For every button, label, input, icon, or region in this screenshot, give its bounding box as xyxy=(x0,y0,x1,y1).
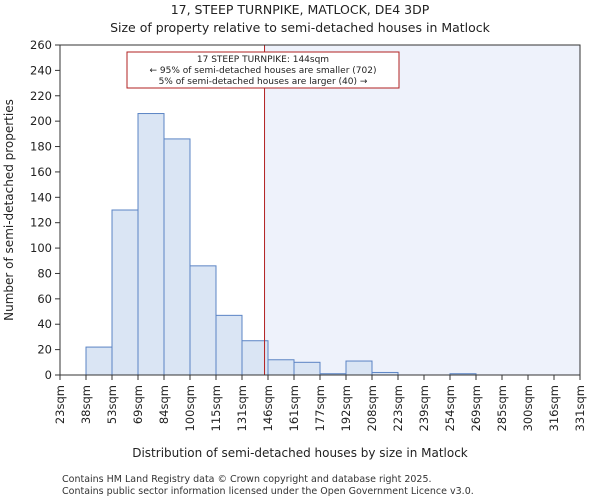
annotation-line-3: 5% of semi-detached houses are larger (4… xyxy=(159,77,368,87)
x-tick-label: 84sqm xyxy=(157,385,171,424)
x-tick-label: 285sqm xyxy=(495,385,509,431)
x-tick-label: 177sqm xyxy=(313,385,327,431)
y-axis-label: Number of semi-detached properties xyxy=(2,99,16,321)
y-tick-label: 0 xyxy=(45,368,52,382)
x-tick-label: 23sqm xyxy=(53,385,67,424)
bar-100sqm xyxy=(189,265,217,376)
x-tick-label: 192sqm xyxy=(339,385,353,431)
chart-title: 17, STEEP TURNPIKE, MATLOCK, DE4 3DP xyxy=(171,2,430,17)
x-tick-label: 38sqm xyxy=(79,385,93,424)
x-tick-label: 316sqm xyxy=(547,385,561,431)
marker-annotation: 17 STEEP TURNPIKE: 144sqm ← 95% of semi-… xyxy=(126,51,400,89)
bar-115sqm xyxy=(215,314,243,376)
bar-161sqm xyxy=(293,361,321,376)
y-tick-label: 80 xyxy=(37,266,52,280)
y-tick-label: 160 xyxy=(30,165,52,179)
bar-69sqm xyxy=(137,113,165,376)
y-tick-label: 100 xyxy=(30,241,52,255)
y-tick-label: 140 xyxy=(30,190,52,204)
x-tick-label: 146sqm xyxy=(261,385,275,431)
annotation-line-2: ← 95% of semi-detached houses are smalle… xyxy=(150,66,377,76)
x-tick-label: 115sqm xyxy=(209,385,223,431)
x-tick-label: 131sqm xyxy=(235,385,249,431)
y-tick-label: 20 xyxy=(37,343,52,357)
y-tick-label: 260 xyxy=(30,38,52,52)
y-tick-label: 220 xyxy=(30,89,52,103)
x-tick-label: 300sqm xyxy=(521,385,535,431)
bar-53sqm xyxy=(111,209,139,376)
bar-146sqm xyxy=(267,359,295,376)
x-axis-label: Distribution of semi-detached houses by … xyxy=(132,446,468,460)
annotation-box xyxy=(126,51,400,89)
bar-192sqm xyxy=(345,360,373,376)
chart-subtitle: Size of property relative to semi-detach… xyxy=(110,20,491,35)
footer-line-2: Contains public sector information licen… xyxy=(62,486,474,497)
y-tick-label: 60 xyxy=(37,292,52,306)
x-tick-label: 100sqm xyxy=(183,385,197,431)
y-tick-label: 120 xyxy=(30,216,52,230)
y-tick-label: 40 xyxy=(37,317,52,331)
x-tick-label: 69sqm xyxy=(131,385,145,424)
larger-region-highlight xyxy=(264,45,580,375)
x-tick-label: 208sqm xyxy=(365,385,379,431)
bar-84sqm xyxy=(163,138,191,376)
x-tick-label: 331sqm xyxy=(573,385,587,431)
x-tick-label: 223sqm xyxy=(391,385,405,431)
y-axis: 0 20 40 60 80 100 120 140 160 180 200 220 240 260 xyxy=(30,38,60,382)
x-tick-label: 239sqm xyxy=(417,385,431,431)
footer-line-1: Contains HM Land Registry data © Crown c… xyxy=(62,474,432,485)
y-tick-label: 180 xyxy=(30,140,52,154)
x-tick-label: 53sqm xyxy=(105,385,119,424)
y-tick-label: 200 xyxy=(30,114,52,128)
bars-group xyxy=(85,113,477,376)
annotation-line-1: 17 STEEP TURNPIKE: 144sqm xyxy=(197,55,329,65)
x-tick-label: 269sqm xyxy=(469,385,483,431)
x-axis: 23sqm 38sqm 53sqm 69sqm 84sqm 100sqm 115sqm 131… xyxy=(53,375,587,431)
x-tick-label: 161sqm xyxy=(287,385,301,431)
bar-38sqm xyxy=(85,346,113,376)
y-tick-label: 240 xyxy=(30,63,52,77)
x-tick-label: 254sqm xyxy=(443,385,457,431)
